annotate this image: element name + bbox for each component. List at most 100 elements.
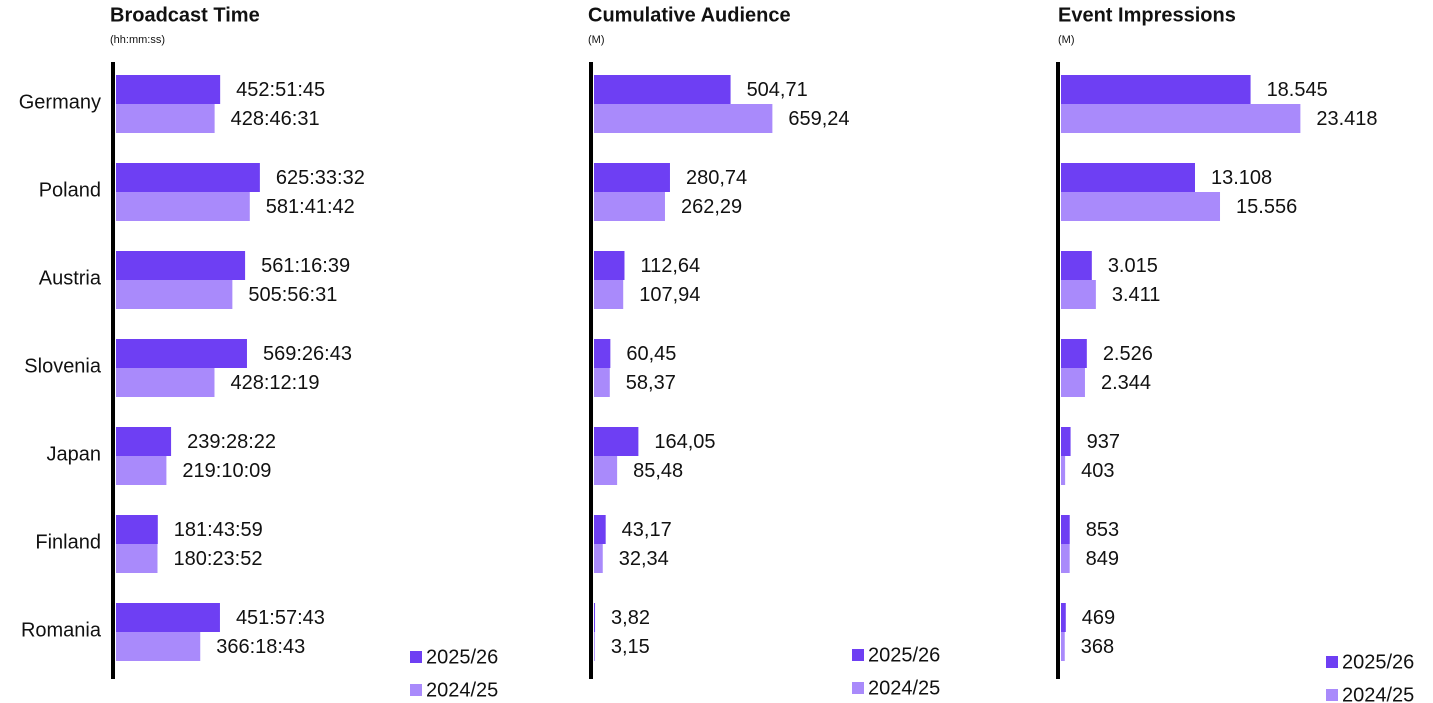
- bar: [1061, 456, 1066, 485]
- bar: [1061, 368, 1085, 397]
- value-label: 164,05: [654, 431, 715, 453]
- chart-subtitle: (M): [1058, 34, 1075, 46]
- bar: [1061, 632, 1065, 661]
- value-label: 3,15: [611, 636, 650, 658]
- chart-title: Event Impressions: [1058, 4, 1236, 26]
- value-label: 262,29: [681, 196, 742, 218]
- bar: [116, 456, 167, 485]
- bar: [594, 339, 611, 368]
- category-label: Finland: [35, 531, 101, 553]
- bar: [594, 427, 639, 456]
- value-label: 3.411: [1112, 284, 1161, 306]
- value-label: 3,82: [611, 607, 650, 629]
- chart-subtitle: (hh:mm:ss): [110, 34, 165, 46]
- legend-label: 2025/26: [868, 644, 940, 666]
- value-label: 18.545: [1267, 79, 1328, 101]
- category-label: Japan: [47, 443, 102, 465]
- value-label: 2.526: [1103, 343, 1153, 365]
- value-label: 23.418: [1316, 108, 1377, 130]
- bar: [116, 75, 221, 104]
- value-label: 569:26:43: [263, 343, 352, 365]
- value-label: 469: [1082, 607, 1115, 629]
- value-label: 43,17: [622, 519, 672, 541]
- bar: [1061, 104, 1301, 133]
- bar: [1061, 251, 1092, 280]
- chart-title: Cumulative Audience: [588, 4, 791, 26]
- category-label: Romania: [21, 619, 102, 641]
- value-label: 403: [1081, 460, 1114, 482]
- value-label: 15.556: [1236, 196, 1297, 218]
- bar: [1061, 603, 1066, 632]
- legend-label: 2024/25: [426, 679, 498, 701]
- category-label: Poland: [39, 179, 101, 201]
- value-label: 107,94: [639, 284, 700, 306]
- legend-label: 2024/25: [868, 677, 940, 699]
- bar: [594, 368, 610, 397]
- value-label: 366:18:43: [216, 636, 305, 658]
- bar: [1061, 427, 1071, 456]
- bar: [1061, 515, 1070, 544]
- value-label: 13.108: [1211, 167, 1272, 189]
- bar: [116, 632, 201, 661]
- value-label: 368: [1081, 636, 1114, 658]
- value-label: 280,74: [686, 167, 747, 189]
- bar: [594, 603, 596, 632]
- chart-subtitle: (M): [588, 34, 605, 46]
- bar: [116, 163, 260, 192]
- bar: [594, 632, 595, 661]
- bar: [594, 75, 731, 104]
- legend-label: 2025/26: [426, 646, 498, 668]
- legend-label: 2025/26: [1342, 651, 1414, 673]
- value-label: 505:56:31: [248, 284, 337, 306]
- legend-swatch: [852, 682, 864, 694]
- bar: [594, 104, 773, 133]
- value-label: 428:12:19: [230, 372, 319, 394]
- category-label: Austria: [39, 267, 102, 289]
- bar: [1061, 192, 1221, 221]
- value-label: 937: [1087, 431, 1120, 453]
- bar: [116, 427, 172, 456]
- bar: [1061, 339, 1087, 368]
- value-label: 58,37: [626, 372, 676, 394]
- category-label: Germany: [19, 91, 101, 113]
- bar: [1061, 75, 1251, 104]
- legend-swatch: [410, 651, 422, 663]
- bar: [594, 192, 665, 221]
- bar: [116, 280, 233, 309]
- value-label: 849: [1086, 548, 1119, 570]
- value-label: 85,48: [633, 460, 683, 482]
- value-label: 60,45: [626, 343, 676, 365]
- value-label: 112,64: [640, 255, 700, 277]
- bar: [116, 104, 215, 133]
- value-label: 625:33:32: [276, 167, 365, 189]
- value-label: 428:46:31: [231, 108, 320, 130]
- bar: [594, 280, 624, 309]
- category-label: Slovenia: [24, 355, 102, 377]
- value-label: 853: [1086, 519, 1119, 541]
- bar: [594, 515, 606, 544]
- bar: [1061, 163, 1195, 192]
- bar: [594, 544, 603, 573]
- bar: [594, 456, 618, 485]
- bar: [116, 368, 215, 397]
- bar: [116, 603, 220, 632]
- value-label: 581:41:42: [266, 196, 355, 218]
- legend-swatch: [852, 649, 864, 661]
- value-label: 659,24: [788, 108, 849, 130]
- value-label: 452:51:45: [236, 79, 325, 101]
- legend-label: 2024/25: [1342, 684, 1414, 703]
- value-label: 2.344: [1101, 372, 1151, 394]
- bar: [116, 515, 158, 544]
- value-label: 32,34: [619, 548, 669, 570]
- bar: [116, 192, 250, 221]
- bar: [594, 163, 670, 192]
- bar: [116, 339, 247, 368]
- bar: [594, 251, 625, 280]
- bar: [116, 544, 158, 573]
- legend-swatch: [1326, 689, 1338, 701]
- value-label: 239:28:22: [187, 431, 276, 453]
- legend-swatch: [410, 684, 422, 696]
- value-label: 219:10:09: [182, 460, 271, 482]
- bar: [1061, 280, 1096, 309]
